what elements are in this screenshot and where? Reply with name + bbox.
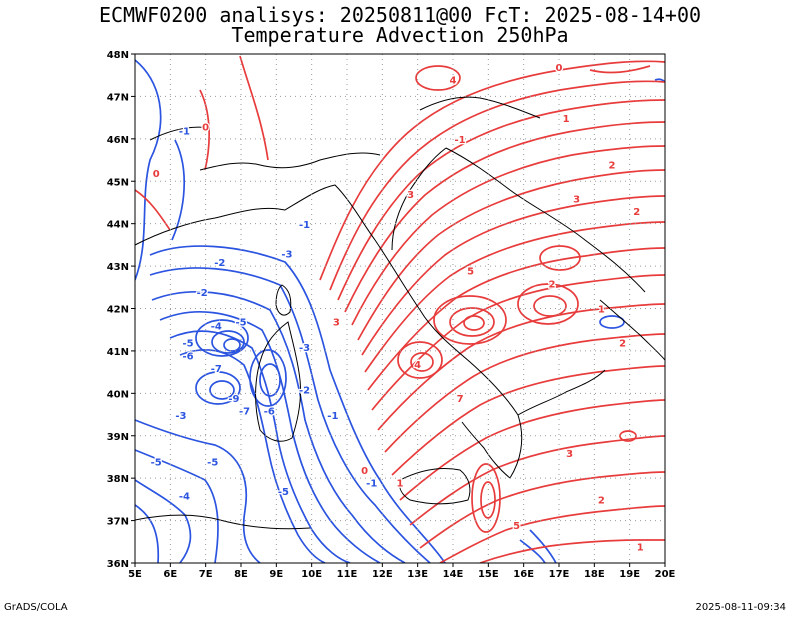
y-tick-label: 38N (107, 474, 129, 485)
contour-value-label: 7 (457, 394, 464, 405)
longitude-axis: 5E 6E 7E 8E 9E 10E 11E 12E 13E 14E 15E 16E 17E 18E 19E… (128, 563, 676, 580)
contour-value-label: 0 (556, 63, 563, 74)
contour-value-label: -1 (366, 479, 377, 490)
contour-value-label: 2 (619, 339, 626, 350)
contour-value-label: 0 (202, 122, 209, 133)
contour-value-label: -5 (278, 487, 289, 498)
contour-value-label: 4 (450, 76, 457, 87)
coastlines-borders (135, 96, 665, 530)
contour-value-label: -4 (211, 322, 222, 333)
contour-value-label: 0 (153, 169, 160, 180)
x-tick-label: 5E (128, 569, 142, 580)
contour-value-label: -2 (299, 385, 310, 396)
contour-value-label: -1 (299, 220, 310, 231)
contour-value-label: -1 (327, 411, 338, 422)
y-tick-label: 44N (107, 220, 129, 231)
contour-value-label: 2 (633, 207, 640, 218)
y-tick-label: 45N (107, 177, 129, 188)
x-tick-label: 9E (269, 569, 283, 580)
y-tick-label: 40N (107, 389, 129, 400)
contour-value-label: 1 (637, 542, 644, 553)
contour-value-label: 1 (397, 479, 404, 490)
contour-value-label: 2 (598, 496, 605, 507)
contour-value-label: -2 (197, 288, 208, 299)
y-tick-label: 47N (107, 92, 129, 103)
x-tick-label: 20E (655, 569, 676, 580)
contour-value-label: -4 (179, 491, 190, 502)
contour-value-label: -7 (239, 407, 250, 418)
contour-value-label: 5 (467, 267, 474, 278)
x-tick-label: 8E (234, 569, 248, 580)
contour-value-label: 4 (414, 360, 421, 371)
timestamp: 2025-08-11-09:34 (695, 602, 786, 613)
contour-value-label: -3 (281, 250, 292, 261)
contour-value-label: 3 (566, 449, 573, 460)
contour-value-label: 3 (333, 317, 340, 328)
chart-subtitle: Temperature Advection 250hPa (231, 23, 569, 47)
x-tick-label: 7E (199, 569, 213, 580)
x-tick-label: 11E (337, 569, 358, 580)
negative-contours (135, 59, 665, 563)
contour-value-label: 3 (573, 194, 580, 205)
software-credit: GrADS/COLA (4, 602, 68, 613)
contour-value-label: -5 (151, 457, 162, 468)
contour-value-label: 3 (407, 190, 414, 201)
contour-value-label: -1 (455, 135, 466, 146)
contour-value-label: -3 (299, 343, 310, 354)
contour-value-label: -5 (235, 317, 246, 328)
contour-value-label: -6 (264, 407, 275, 418)
contour-value-label: -5 (207, 457, 218, 468)
contour-value-label: 1 (598, 305, 605, 316)
x-tick-label: 19E (619, 569, 640, 580)
contour-labels: 401232-15347212321350100-1-1-2-2-4-5-6-7… (149, 62, 645, 555)
x-tick-label: 6E (163, 569, 177, 580)
y-tick-label: 43N (107, 262, 129, 273)
contour-value-label: -3 (175, 411, 186, 422)
lat-lon-grid (135, 54, 665, 563)
contour-value-label: -7 (211, 364, 222, 375)
chart-title: ECMWF0200 analisys: 20250811@00 FcT: 202… (98, 3, 702, 27)
y-tick-label: 48N (107, 50, 129, 61)
contour-value-label: -5 (182, 339, 193, 350)
contour-value-label: 5 (513, 521, 520, 532)
y-tick-label: 36N (107, 559, 129, 570)
x-tick-label: 16E (513, 569, 534, 580)
contour-value-label: -9 (228, 394, 239, 405)
y-tick-label: 39N (107, 432, 129, 443)
contour-value-label: 0 (361, 466, 368, 477)
contour-value-label: 1 (563, 114, 570, 125)
latitude-axis: 36N 37N 38N 39N 40N 41N 42N 43N 44N 45N 46N 47N 48N (107, 50, 135, 570)
y-tick-label: 46N (107, 135, 129, 146)
y-tick-label: 41N (107, 347, 129, 358)
x-tick-label: 13E (407, 569, 428, 580)
x-tick-label: 14E (443, 569, 464, 580)
y-tick-label: 42N (107, 305, 129, 316)
y-tick-label: 37N (107, 517, 129, 528)
x-tick-label: 12E (372, 569, 393, 580)
contour-value-label: 2 (609, 161, 616, 172)
x-tick-label: 18E (584, 569, 605, 580)
x-tick-label: 17E (549, 569, 570, 580)
x-tick-label: 15E (478, 569, 499, 580)
contour-value-label: -2 (214, 258, 225, 269)
x-tick-label: 10E (301, 569, 322, 580)
contour-value-label: -6 (182, 351, 193, 362)
contour-value-label: 2 (548, 279, 555, 290)
contour-value-label: -1 (179, 127, 190, 138)
